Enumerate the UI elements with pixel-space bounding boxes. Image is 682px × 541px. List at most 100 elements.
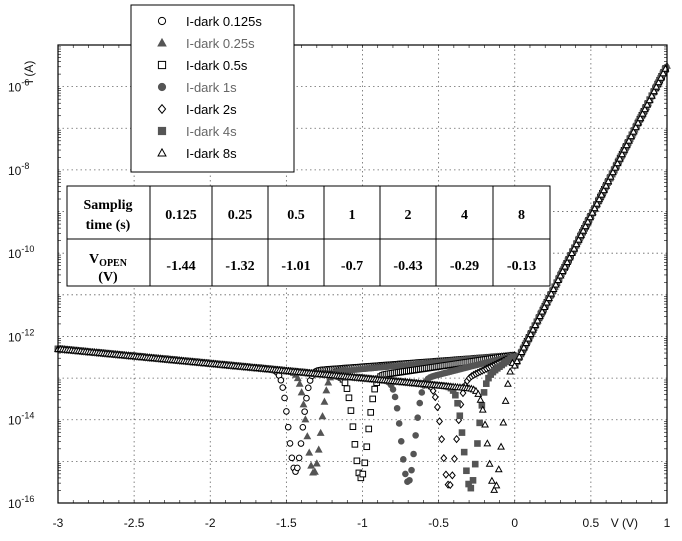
table-header-sampling: Samplig: [83, 198, 132, 213]
data-point: [367, 409, 375, 416]
data-point: [533, 316, 542, 324]
data-point: [305, 448, 314, 456]
data-point: [467, 484, 475, 492]
table-header-vopen: VOPEN: [89, 252, 128, 269]
legend-label: I-dark 1s: [186, 80, 237, 95]
table-time-cell: 4: [461, 208, 468, 223]
data-point: [526, 329, 535, 338]
x-tick-label: -2.5: [124, 516, 145, 530]
legend-label: I-dark 4s: [186, 124, 237, 139]
data-point: [492, 481, 501, 489]
table-vopen-cell: -1.01: [281, 259, 310, 274]
data-point: [316, 428, 325, 436]
legend-entry: I-dark 0.25s: [157, 36, 255, 51]
data-point: [288, 454, 296, 462]
data-point: [545, 293, 553, 302]
legend-marker: [157, 82, 167, 92]
data-point: [593, 199, 601, 207]
data-point: [359, 470, 367, 478]
data-point: [499, 418, 508, 426]
data-point: [318, 412, 327, 420]
data-point: [312, 459, 321, 467]
data-point: [556, 271, 565, 279]
data-point: [656, 73, 665, 81]
data-point: [433, 402, 441, 412]
data-point: [478, 405, 487, 413]
legend-label: I-dark 0.5s: [186, 58, 248, 73]
data-point: [538, 307, 547, 315]
legend-marker: [157, 126, 167, 136]
data-point: [412, 432, 419, 439]
x-tick-label: -0.5: [428, 516, 449, 530]
data-point: [519, 343, 528, 351]
data-point: [627, 132, 636, 140]
data-point: [442, 470, 450, 479]
data-point: [634, 118, 642, 126]
data-point: [438, 435, 446, 444]
y-axis-label: I (A): [22, 61, 36, 84]
data-point: [476, 395, 485, 403]
y-axis-ticks: 10-6 10-8 10-10 10-12 10-14 10-16: [8, 78, 34, 511]
data-point: [283, 408, 290, 415]
data-point: [301, 408, 308, 415]
data-point: [494, 465, 503, 473]
data-point: [400, 456, 407, 463]
data-point: [650, 87, 658, 95]
data-point: [497, 442, 505, 450]
data-point: [297, 388, 306, 396]
data-point: [299, 424, 307, 431]
data-point: [517, 347, 526, 355]
data-point: [393, 404, 401, 412]
data-point: [304, 384, 312, 392]
data-point: [456, 412, 464, 420]
data-point: [286, 440, 294, 447]
y-tick-label: 10-14: [8, 411, 34, 428]
table-time-cell: 0.5: [287, 208, 305, 223]
legend-marker: [157, 147, 167, 157]
series-layer: [54, 61, 671, 493]
data-point: [320, 397, 329, 405]
data-point: [440, 454, 448, 463]
data-point: [481, 420, 489, 428]
data-point: [307, 461, 316, 469]
legend-entry: I-dark 0.5s: [157, 58, 248, 73]
data-point: [581, 221, 590, 230]
data-point: [654, 78, 663, 86]
x-tick-label: 1: [664, 516, 671, 530]
table-time-cell: 2: [405, 208, 412, 223]
data-point: [353, 457, 361, 465]
legend-label: I-dark 8s: [186, 146, 237, 161]
legend-label: I-dark 0.25s: [186, 36, 255, 51]
plot-frame: [57, 44, 668, 504]
data-point: [297, 440, 305, 447]
legend-entry: I-dark 4s: [157, 124, 237, 139]
data-point: [659, 69, 668, 77]
data-point: [299, 400, 308, 408]
data-point: [647, 91, 656, 99]
table-vopen-cell: -1.44: [166, 259, 195, 274]
table-vopen-cell: -0.43: [393, 259, 422, 274]
data-point: [446, 480, 454, 490]
data-point: [567, 248, 576, 257]
data-point: [561, 262, 569, 270]
data-point: [453, 434, 461, 444]
data-point: [483, 439, 492, 447]
data-point: [638, 109, 647, 117]
data-point: [310, 467, 319, 475]
data-point: [474, 440, 481, 447]
data-point: [322, 386, 331, 394]
legend-marker: [157, 60, 167, 70]
data-point: [583, 217, 592, 225]
data-point: [501, 396, 510, 404]
table-vopen-cell: -1.32: [225, 259, 254, 274]
data-point: [524, 334, 533, 342]
data-point: [471, 460, 479, 468]
data-point: [402, 470, 409, 478]
data-point: [480, 389, 488, 396]
legend-box: [130, 4, 295, 173]
data-point: [303, 432, 312, 440]
data-point: [588, 208, 597, 216]
data-point: [281, 394, 288, 402]
data-point: [458, 429, 466, 436]
legend-marker: [157, 37, 167, 47]
